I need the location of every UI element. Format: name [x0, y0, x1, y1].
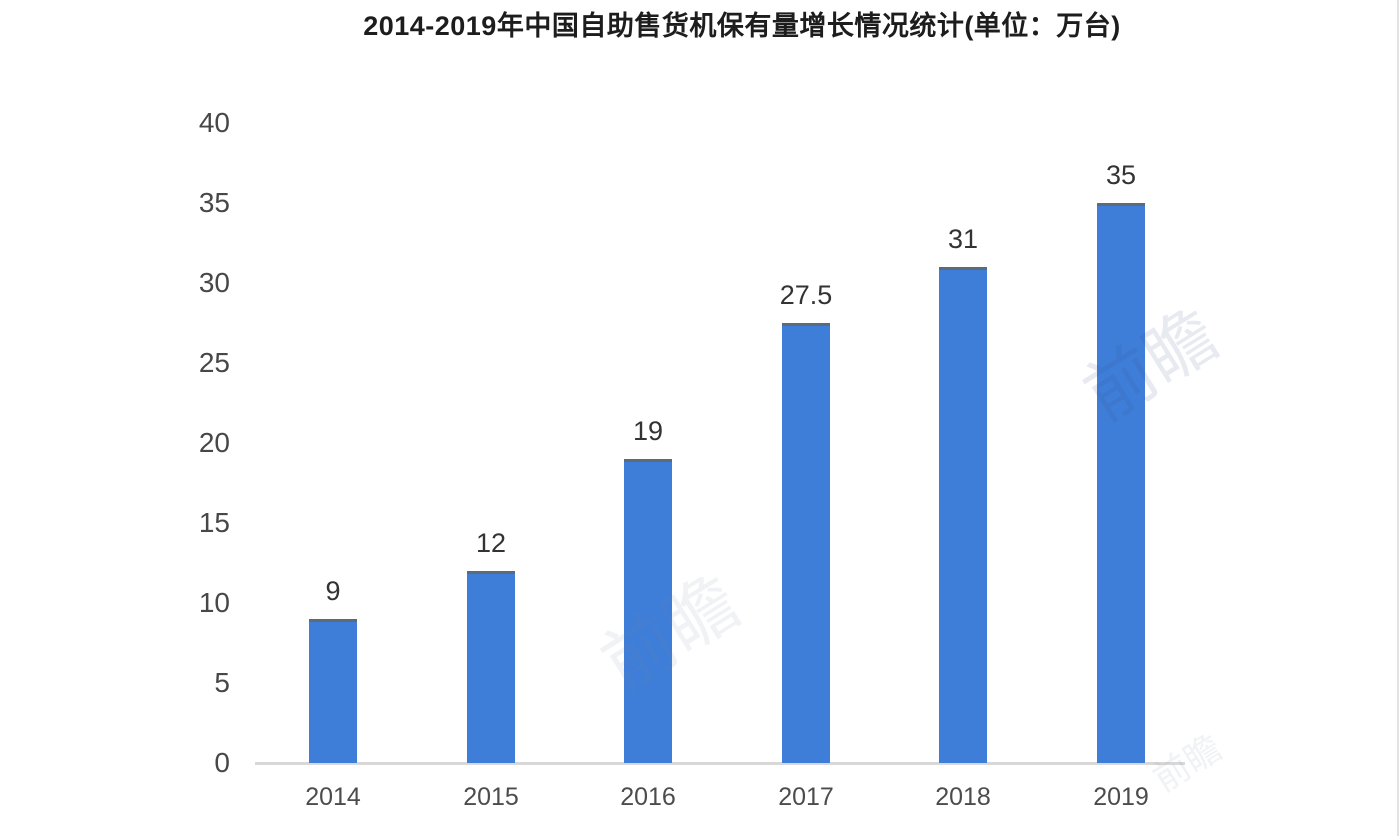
x-axis-tick-label: 2015 — [463, 783, 519, 811]
y-axis-tick-label: 0 — [214, 747, 230, 778]
x-axis-tick-label: 2017 — [778, 783, 834, 811]
bar-value-label: 35 — [1105, 160, 1137, 190]
y-axis-tick-label: 25 — [198, 347, 230, 378]
y-axis-tick-label: 10 — [198, 587, 230, 618]
x-axis-tick-label: 2018 — [935, 783, 991, 811]
bar-2016 — [624, 459, 672, 763]
y-axis-tick-label: 35 — [198, 187, 230, 218]
bar-value-label: 9 — [325, 576, 341, 606]
chart-title: 2014-2019年中国自助售货机保有量增长情况统计(单位：万台) — [363, 11, 1121, 41]
x-axis-tick-label: 2014 — [305, 783, 361, 811]
x-axis-tick-label: 2019 — [1093, 783, 1149, 811]
y-axis-tick-label: 30 — [198, 267, 230, 298]
y-axis-tick-label: 5 — [214, 667, 230, 698]
bar-2014 — [309, 619, 357, 763]
watermark-fragment: 前瞻 — [1070, 294, 1231, 436]
bar-value-label: 31 — [947, 224, 979, 254]
bar-2015 — [467, 571, 515, 763]
bar-2017 — [782, 323, 830, 763]
image-edge-line — [1397, 0, 1399, 836]
bar-value-label: 27.5 — [779, 280, 833, 310]
x-axis-tick-label: 2016 — [620, 783, 676, 811]
y-axis-tick-label: 40 — [198, 107, 230, 138]
x-axis-line — [255, 762, 1185, 765]
y-axis-tick-label: 20 — [198, 427, 230, 458]
bar-value-label: 12 — [475, 528, 507, 558]
bar-2019 — [1097, 203, 1145, 763]
bar-value-label: 19 — [632, 416, 664, 446]
y-axis-tick-label: 15 — [198, 507, 230, 538]
bar-2018 — [939, 267, 987, 763]
